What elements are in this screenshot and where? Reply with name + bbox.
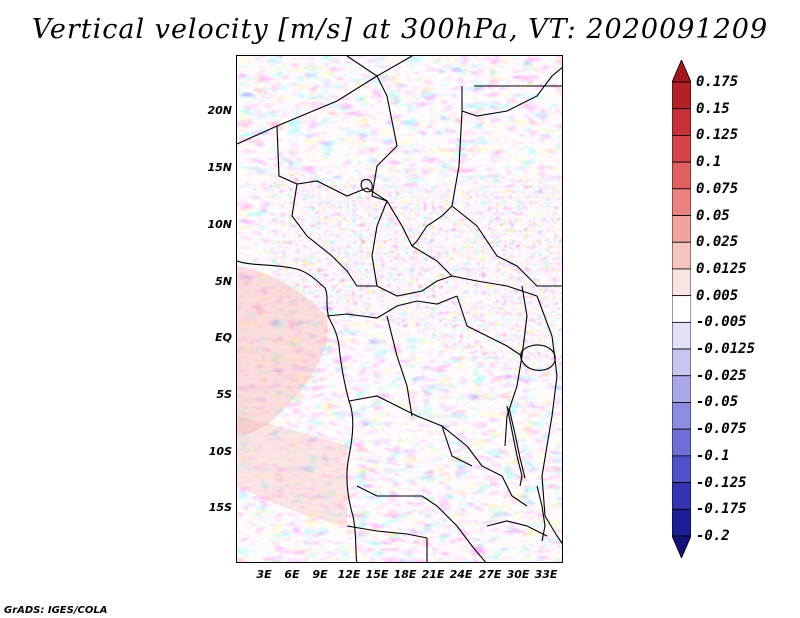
colorbar-label: 0.125 (696, 127, 739, 144)
colorbar-label: 0.175 (696, 74, 739, 90)
velocity-field-map (237, 56, 562, 562)
colorbar-segment (672, 455, 691, 483)
colorbar-segment (672, 321, 691, 350)
lon-label-3e: 3E (256, 568, 272, 581)
colorbar-segment (672, 295, 691, 323)
colorbar-label: -0.2 (696, 528, 730, 544)
colorbar-label: 0.15 (696, 100, 730, 117)
lon-label-15e: 15E (365, 568, 389, 581)
colorbar-label: 0.075 (696, 180, 739, 197)
colorbar-segment (672, 135, 691, 163)
lon-label-21e: 21E (421, 568, 445, 581)
colorbar-segment (672, 215, 691, 243)
lat-label-15n: 15N (207, 161, 232, 174)
colorbar-segment (672, 402, 691, 430)
colorbar (672, 60, 691, 558)
credit-text: GrADS: IGES/COLA (4, 605, 108, 616)
lat-label-15s: 15S (208, 501, 232, 514)
lon-label-27e: 27E (478, 568, 502, 581)
lat-label-20n: 20N (207, 104, 232, 117)
colorbar-segment (672, 81, 691, 110)
colorbar-segment (672, 508, 691, 537)
colorbar-label: 0.025 (696, 234, 739, 251)
colorbar-label: 0.05 (696, 207, 730, 224)
colorbar-label: -0.0125 (696, 341, 756, 358)
lat-label-5n: 5N (215, 275, 232, 288)
lon-label-24e: 24E (449, 568, 473, 581)
colorbar-label: -0.175 (696, 501, 747, 518)
colorbar-label: -0.05 (696, 394, 739, 411)
lat-label-eq: EQ (215, 331, 232, 344)
colorbar-segment (672, 268, 691, 297)
colorbar-segment (672, 241, 691, 270)
colorbar-segment (672, 188, 691, 216)
colorbar-label: -0.075 (696, 421, 747, 438)
lat-label-5s: 5S (216, 388, 232, 401)
colorbar-segment (672, 482, 691, 510)
colorbar-label: 0.005 (696, 287, 739, 304)
colorbar-segment (672, 108, 691, 136)
map-panel (236, 55, 563, 563)
colorbar-label: 0.1 (696, 154, 722, 171)
colorbar-label: -0.1 (696, 447, 730, 464)
lon-label-6e: 6E (284, 568, 300, 581)
lon-label-33e: 33E (534, 568, 558, 581)
lat-label-10s: 10S (208, 445, 232, 458)
colorbar-segment (672, 375, 691, 403)
lon-label-9e: 9E (312, 568, 328, 581)
colorbar-label: -0.005 (696, 314, 747, 331)
lon-label-12e: 12E (337, 568, 361, 581)
lon-label-30e: 30E (506, 568, 530, 581)
colorbar-cap-bottom (672, 535, 691, 558)
chart-title: Vertical velocity [m/s] at 300hPa, VT: 2… (31, 14, 769, 45)
colorbar-label: 0.0125 (696, 260, 747, 277)
colorbar-segment (672, 161, 691, 190)
lon-label-18e: 18E (393, 568, 417, 581)
colorbar-segment (672, 348, 691, 377)
colorbar-label: -0.125 (696, 474, 747, 491)
colorbar-segment (672, 428, 691, 457)
lat-label-10n: 10N (207, 218, 232, 231)
colorbar-cap-top (672, 60, 691, 83)
colorbar-label: -0.025 (696, 367, 747, 384)
